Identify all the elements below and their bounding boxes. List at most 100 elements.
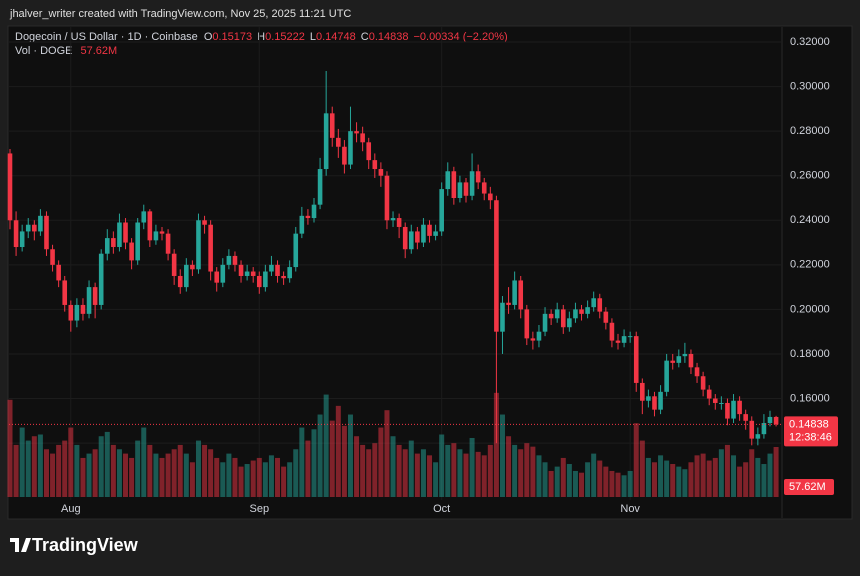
candle-body: [214, 271, 220, 283]
volume-bar: [384, 410, 390, 497]
volume-bar: [256, 457, 262, 497]
candle-body: [117, 222, 122, 248]
volume-bar: [731, 455, 737, 497]
candle-body: [104, 238, 110, 254]
candle-body: [682, 353, 688, 357]
volume-bar: [50, 453, 56, 497]
volume-bar: [603, 466, 609, 497]
volume-bar: [402, 449, 408, 497]
volume-bar: [396, 444, 402, 497]
candle-body: [305, 215, 311, 219]
candle-body: [317, 169, 323, 205]
x-tick-label: Sep: [249, 503, 269, 515]
volume-bar: [414, 453, 420, 497]
volume-bar: [37, 434, 43, 497]
volume-bar: [129, 457, 135, 497]
volume-bar: [615, 472, 621, 497]
last-price-box: [784, 416, 838, 447]
volume-bar: [457, 449, 463, 497]
candle-body: [250, 271, 256, 276]
candle-body: [372, 160, 378, 170]
candle-body: [743, 414, 748, 421]
volume-bar: [323, 394, 329, 497]
candle-body: [74, 304, 80, 321]
candle-body: [415, 231, 420, 243]
ohlc-value: 0.14838: [369, 31, 409, 43]
y-tick-label: 0.24000: [790, 214, 830, 226]
volume-bar: [639, 440, 645, 497]
volume-bar: [244, 464, 250, 497]
candle-body: [463, 182, 469, 196]
volume-bar: [664, 460, 670, 497]
x-tick-label: Aug: [61, 503, 81, 515]
candle-body: [141, 211, 147, 223]
candle-body: [244, 271, 250, 276]
x-tick-label: Oct: [433, 503, 450, 515]
volume-bar: [341, 425, 347, 497]
candle-body: [706, 389, 712, 399]
candle-body: [32, 224, 37, 232]
candle-body: [190, 264, 195, 270]
candle-body: [500, 302, 505, 332]
ohlc-value: 0.15173: [212, 31, 252, 43]
candle-body: [755, 434, 761, 439]
volume-bar: [366, 449, 372, 497]
candle-body: [275, 264, 280, 276]
candle-body: [579, 309, 584, 314]
candle-body: [19, 231, 25, 248]
volume-bar: [189, 462, 195, 497]
candle-body: [554, 309, 560, 319]
x-tick-label: Nov: [620, 503, 640, 515]
candle-body: [749, 420, 755, 439]
candle-body: [348, 131, 353, 165]
volume-bar: [281, 466, 287, 497]
candle-body: [469, 171, 475, 196]
candle-body: [171, 253, 177, 276]
last-price-label: 0.14838: [789, 418, 829, 430]
candle-body: [7, 153, 13, 221]
y-tick-label: 0.26000: [790, 170, 830, 182]
volume-bar: [238, 466, 244, 497]
volume-value-label: 57.62M: [789, 481, 826, 493]
volume-bar: [275, 457, 281, 497]
volume-bar: [135, 440, 141, 497]
volume-bar: [208, 449, 214, 497]
volume-bar: [694, 455, 700, 497]
candle-body: [481, 182, 487, 194]
volume-bar: [548, 470, 554, 497]
volume-bar: [92, 449, 98, 497]
candle-body: [196, 220, 201, 270]
volume-bar: [566, 464, 572, 497]
candle-body: [263, 271, 268, 288]
candle-body: [360, 133, 365, 143]
candle-body: [712, 398, 718, 403]
candle-body: [342, 146, 347, 165]
candle-body: [86, 287, 92, 314]
volume-bar: [86, 453, 92, 497]
candle-body: [640, 382, 645, 401]
candle-body: [396, 218, 402, 227]
volume-bar: [712, 457, 718, 497]
candle-body: [329, 113, 335, 138]
volume-bar: [718, 449, 724, 497]
volume-bar: [773, 446, 779, 497]
volume-bar: [524, 443, 530, 497]
volume-bar: [427, 455, 433, 497]
volume-bar: [469, 437, 475, 497]
candle-body: [153, 231, 159, 241]
candle-body: [311, 204, 317, 219]
y-tick-label: 0.20000: [790, 303, 830, 315]
volume-bar: [676, 466, 682, 497]
volume-bar: [98, 436, 104, 497]
candle-body: [676, 356, 682, 363]
volume-bar: [329, 420, 335, 497]
volume-bar: [80, 457, 86, 497]
volume-bar: [658, 455, 664, 497]
volume-bar: [512, 444, 518, 497]
volume-bar: [609, 470, 615, 497]
volume-bar: [536, 455, 542, 497]
volume-bar: [518, 449, 524, 497]
y-tick-label: 0.28000: [790, 125, 830, 137]
volume-bar: [232, 457, 238, 497]
candle-body: [226, 255, 232, 265]
